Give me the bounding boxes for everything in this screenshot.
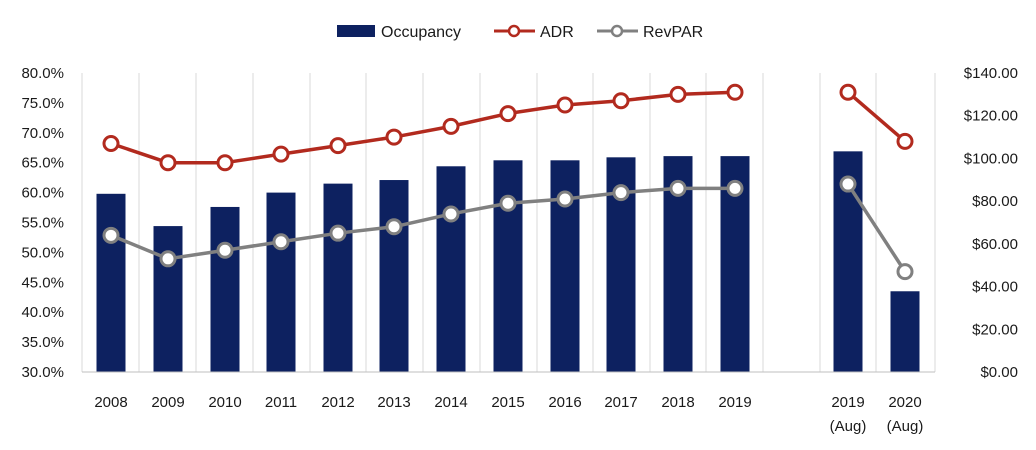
left-axis-tick-label: 70.0% xyxy=(21,125,64,142)
x-axis-tick-label: 2015 xyxy=(491,394,524,411)
revpar-point xyxy=(272,233,290,251)
adr-point xyxy=(839,83,857,101)
lines xyxy=(102,83,914,281)
legend-occupancy-swatch xyxy=(337,25,375,37)
occupancy-bar xyxy=(890,291,920,372)
right-axis-tick-label: $20.00 xyxy=(972,321,1018,338)
left-axis-tick-label: 80.0% xyxy=(21,65,64,82)
x-axis-tick-label: 2018 xyxy=(661,394,694,411)
x-axis-tick-label: 2011 xyxy=(265,394,297,411)
left-axis-tick-label: 45.0% xyxy=(21,274,64,291)
right-axis-tick-label: $120.00 xyxy=(964,108,1018,125)
adr-line xyxy=(110,90,736,165)
revpar-point xyxy=(556,190,574,208)
adr-line xyxy=(846,90,907,143)
adr-point xyxy=(499,105,517,123)
x-axis-tick-sublabel: (Aug) xyxy=(887,418,924,435)
occupancy-bar xyxy=(323,183,353,372)
axes: 30.0% 35.0% 40.0% 45.0% 50.0% 55.0% 60.0% 65.0%… xyxy=(21,65,1018,435)
adr-point xyxy=(442,117,460,135)
x-axis-tick-label: 2019 xyxy=(718,394,751,411)
revpar-line xyxy=(110,186,735,261)
adr-point xyxy=(272,145,290,163)
revpar-point xyxy=(442,205,460,223)
adr-point xyxy=(669,85,687,103)
right-axis-tick-label: $0.00 xyxy=(980,364,1018,381)
adr-point xyxy=(159,154,177,172)
x-axis-tick-label: 2008 xyxy=(94,394,127,411)
adr-point xyxy=(102,134,120,152)
occupancy-bar xyxy=(266,192,296,372)
legend-occupancy-label: Occupancy xyxy=(381,24,461,41)
legend-adr-label: ADR xyxy=(540,24,574,41)
x-axis-tick-label: 2017 xyxy=(604,394,637,411)
legend-revpar-marker xyxy=(610,24,624,38)
left-axis-tick-label: 55.0% xyxy=(21,215,64,232)
legend-adr-marker xyxy=(507,24,521,38)
left-axis-tick-label: 35.0% xyxy=(21,334,64,351)
x-axis-tick-label: 2009 xyxy=(151,394,184,411)
revpar-point xyxy=(839,175,857,193)
left-axis-tick-label: 30.0% xyxy=(21,364,64,381)
revpar-point xyxy=(329,224,347,242)
occupancy-bar xyxy=(210,206,240,372)
x-axis-tick-label: 2020 xyxy=(888,394,921,411)
adr-point xyxy=(556,96,574,114)
revpar-point xyxy=(896,263,914,281)
right-axis-tick-label: $140.00 xyxy=(964,65,1018,82)
left-axis-tick-label: 60.0% xyxy=(21,185,64,202)
x-axis-tick-label: 2016 xyxy=(548,394,581,411)
revpar-point xyxy=(385,218,403,236)
adr-point xyxy=(329,137,347,155)
x-axis-tick-label: 2014 xyxy=(434,394,467,411)
revpar-point xyxy=(669,179,687,197)
occupancy-bar xyxy=(379,180,409,372)
right-axis-tick-label: $80.00 xyxy=(972,193,1018,210)
right-axis-tick-label: $60.00 xyxy=(972,236,1018,253)
legend-revpar-label: RevPAR xyxy=(643,24,703,41)
adr-point xyxy=(612,92,630,110)
left-axis-tick-label: 50.0% xyxy=(21,244,64,261)
adr-point xyxy=(896,132,914,150)
left-axis-tick-label: 75.0% xyxy=(21,95,64,112)
occupancy-bar xyxy=(153,226,183,372)
adr-point xyxy=(726,83,744,101)
x-axis-tick-label: 2019 xyxy=(831,394,864,411)
revpar-point xyxy=(499,194,517,212)
occupancy-bar xyxy=(493,160,523,372)
revpar-line xyxy=(846,183,907,273)
right-axis-tick-label: $40.00 xyxy=(972,279,1018,296)
x-axis-tick-label: 2012 xyxy=(321,394,354,411)
occupancy-bar xyxy=(436,166,466,372)
x-axis-tick-label: 2010 xyxy=(208,394,241,411)
revpar-point xyxy=(216,241,234,259)
revpar-point xyxy=(159,250,177,268)
gridlines xyxy=(81,73,936,372)
occupancy-bars xyxy=(96,151,920,372)
x-axis-tick-label: 2013 xyxy=(377,394,410,411)
adr-point xyxy=(216,154,234,172)
left-axis-tick-label: 40.0% xyxy=(21,304,64,321)
revpar-point xyxy=(612,184,630,202)
x-axis-tick-sublabel: (Aug) xyxy=(830,418,867,435)
legend: Occupancy ADR RevPAR xyxy=(337,24,703,41)
adr-point xyxy=(385,128,403,146)
revpar-point xyxy=(102,226,120,244)
right-axis-tick-label: $100.00 xyxy=(964,150,1018,167)
revpar-point xyxy=(726,179,744,197)
occupancy-bar xyxy=(96,193,126,372)
left-axis-tick-label: 65.0% xyxy=(21,155,64,172)
